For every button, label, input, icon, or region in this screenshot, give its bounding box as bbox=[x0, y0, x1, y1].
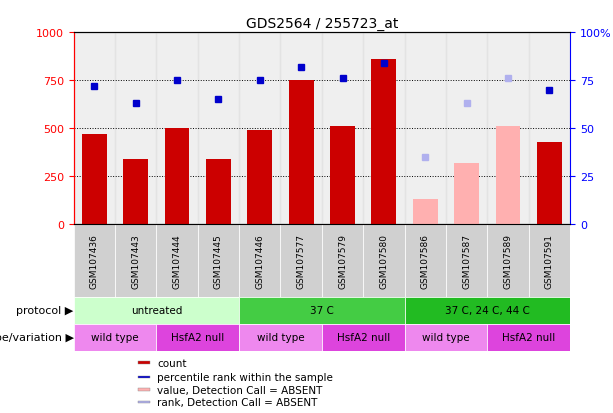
Bar bbox=[405, 297, 570, 324]
Text: GSM107577: GSM107577 bbox=[297, 233, 306, 288]
Bar bbox=[405, 324, 487, 351]
Text: GSM107443: GSM107443 bbox=[131, 233, 140, 288]
Bar bbox=[446, 33, 487, 225]
Bar bbox=[528, 225, 570, 297]
Bar bbox=[138, 361, 150, 364]
Text: GSM107445: GSM107445 bbox=[214, 233, 223, 288]
Bar bbox=[487, 225, 528, 297]
Bar bbox=[197, 225, 239, 297]
Bar bbox=[446, 225, 487, 297]
Bar bbox=[363, 225, 405, 297]
Bar bbox=[138, 401, 150, 403]
Text: wild type: wild type bbox=[91, 332, 139, 342]
Bar bbox=[138, 389, 150, 391]
Text: count: count bbox=[158, 358, 187, 368]
Text: 37 C: 37 C bbox=[310, 305, 333, 315]
Text: GSM107580: GSM107580 bbox=[379, 233, 389, 288]
Bar bbox=[239, 324, 322, 351]
Text: genotype/variation ▶: genotype/variation ▶ bbox=[0, 332, 74, 342]
Bar bbox=[74, 225, 115, 297]
Text: GSM107444: GSM107444 bbox=[172, 234, 181, 288]
Bar bbox=[123, 160, 148, 225]
Bar bbox=[322, 324, 405, 351]
Bar bbox=[495, 127, 520, 225]
Bar bbox=[239, 225, 281, 297]
Text: GSM107586: GSM107586 bbox=[421, 233, 430, 288]
Bar bbox=[156, 225, 197, 297]
Bar bbox=[281, 33, 322, 225]
Bar bbox=[115, 225, 156, 297]
Bar bbox=[74, 33, 115, 225]
Title: GDS2564 / 255723_at: GDS2564 / 255723_at bbox=[246, 17, 398, 31]
Bar bbox=[487, 324, 570, 351]
Bar bbox=[197, 33, 239, 225]
Bar bbox=[363, 33, 405, 225]
Bar bbox=[413, 200, 438, 225]
Text: GSM107587: GSM107587 bbox=[462, 233, 471, 288]
Text: untreated: untreated bbox=[131, 305, 182, 315]
Bar bbox=[164, 129, 189, 225]
Text: HsfA2 null: HsfA2 null bbox=[502, 332, 555, 342]
Bar bbox=[289, 81, 313, 225]
Bar bbox=[281, 225, 322, 297]
Bar bbox=[74, 297, 239, 324]
Bar bbox=[330, 127, 355, 225]
Bar bbox=[322, 225, 363, 297]
Bar bbox=[115, 33, 156, 225]
Text: rank, Detection Call = ABSENT: rank, Detection Call = ABSENT bbox=[158, 397, 318, 407]
Bar bbox=[74, 324, 156, 351]
Text: GSM107591: GSM107591 bbox=[545, 233, 554, 288]
Bar bbox=[487, 33, 528, 225]
Text: wild type: wild type bbox=[257, 332, 304, 342]
Bar bbox=[239, 297, 405, 324]
Bar bbox=[239, 33, 281, 225]
Bar bbox=[454, 164, 479, 225]
Bar bbox=[322, 33, 363, 225]
Text: GSM107579: GSM107579 bbox=[338, 233, 347, 288]
Text: HsfA2 null: HsfA2 null bbox=[337, 332, 390, 342]
Text: value, Detection Call = ABSENT: value, Detection Call = ABSENT bbox=[158, 385, 323, 394]
Bar bbox=[537, 142, 562, 225]
Bar bbox=[405, 225, 446, 297]
Bar bbox=[371, 60, 396, 225]
Text: 37 C, 24 C, 44 C: 37 C, 24 C, 44 C bbox=[445, 305, 530, 315]
Bar bbox=[82, 135, 107, 225]
Text: HsfA2 null: HsfA2 null bbox=[171, 332, 224, 342]
Text: GSM107589: GSM107589 bbox=[503, 233, 512, 288]
Text: GSM107436: GSM107436 bbox=[89, 233, 99, 288]
Bar bbox=[156, 33, 197, 225]
Text: wild type: wild type bbox=[422, 332, 470, 342]
Bar bbox=[156, 324, 239, 351]
Text: percentile rank within the sample: percentile rank within the sample bbox=[158, 372, 333, 382]
Text: GSM107446: GSM107446 bbox=[255, 233, 264, 288]
Bar bbox=[405, 33, 446, 225]
Bar bbox=[206, 160, 231, 225]
Bar bbox=[138, 375, 150, 378]
Bar bbox=[528, 33, 570, 225]
Bar bbox=[247, 131, 272, 225]
Text: protocol ▶: protocol ▶ bbox=[17, 305, 74, 315]
